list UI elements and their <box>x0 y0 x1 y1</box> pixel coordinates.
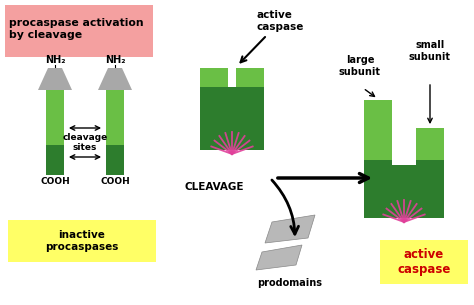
Text: small
subunit: small subunit <box>409 40 451 62</box>
Text: procaspase activation
by cleavage: procaspase activation by cleavage <box>9 18 144 40</box>
Bar <box>392 165 416 195</box>
Text: prodomains: prodomains <box>257 278 322 288</box>
Bar <box>46 145 64 175</box>
Bar <box>200 115 264 150</box>
Bar <box>8 220 156 262</box>
Polygon shape <box>265 215 315 243</box>
Bar <box>106 145 124 175</box>
Text: active
caspase: active caspase <box>257 10 304 32</box>
Bar <box>364 100 392 160</box>
Polygon shape <box>98 68 132 90</box>
Bar <box>416 128 444 160</box>
Text: NH₂: NH₂ <box>105 55 125 65</box>
Text: COOH: COOH <box>100 177 130 186</box>
Bar <box>380 240 468 284</box>
Text: cleavage
sites: cleavage sites <box>63 133 108 152</box>
Text: inactive
procaspases: inactive procaspases <box>46 230 118 252</box>
Text: CLEAVAGE: CLEAVAGE <box>185 182 245 192</box>
Bar <box>364 160 392 190</box>
Polygon shape <box>256 245 302 270</box>
Polygon shape <box>38 68 72 90</box>
Bar <box>5 5 153 57</box>
Text: large
subunit: large subunit <box>339 55 381 77</box>
Bar <box>200 68 228 115</box>
Text: active
caspase: active caspase <box>397 248 451 276</box>
Bar <box>200 87 264 115</box>
Bar <box>236 68 264 115</box>
Bar <box>46 90 64 145</box>
Bar <box>416 160 444 190</box>
Bar <box>106 90 124 145</box>
Bar <box>364 190 444 218</box>
Text: NH₂: NH₂ <box>45 55 65 65</box>
Text: COOH: COOH <box>40 177 70 186</box>
